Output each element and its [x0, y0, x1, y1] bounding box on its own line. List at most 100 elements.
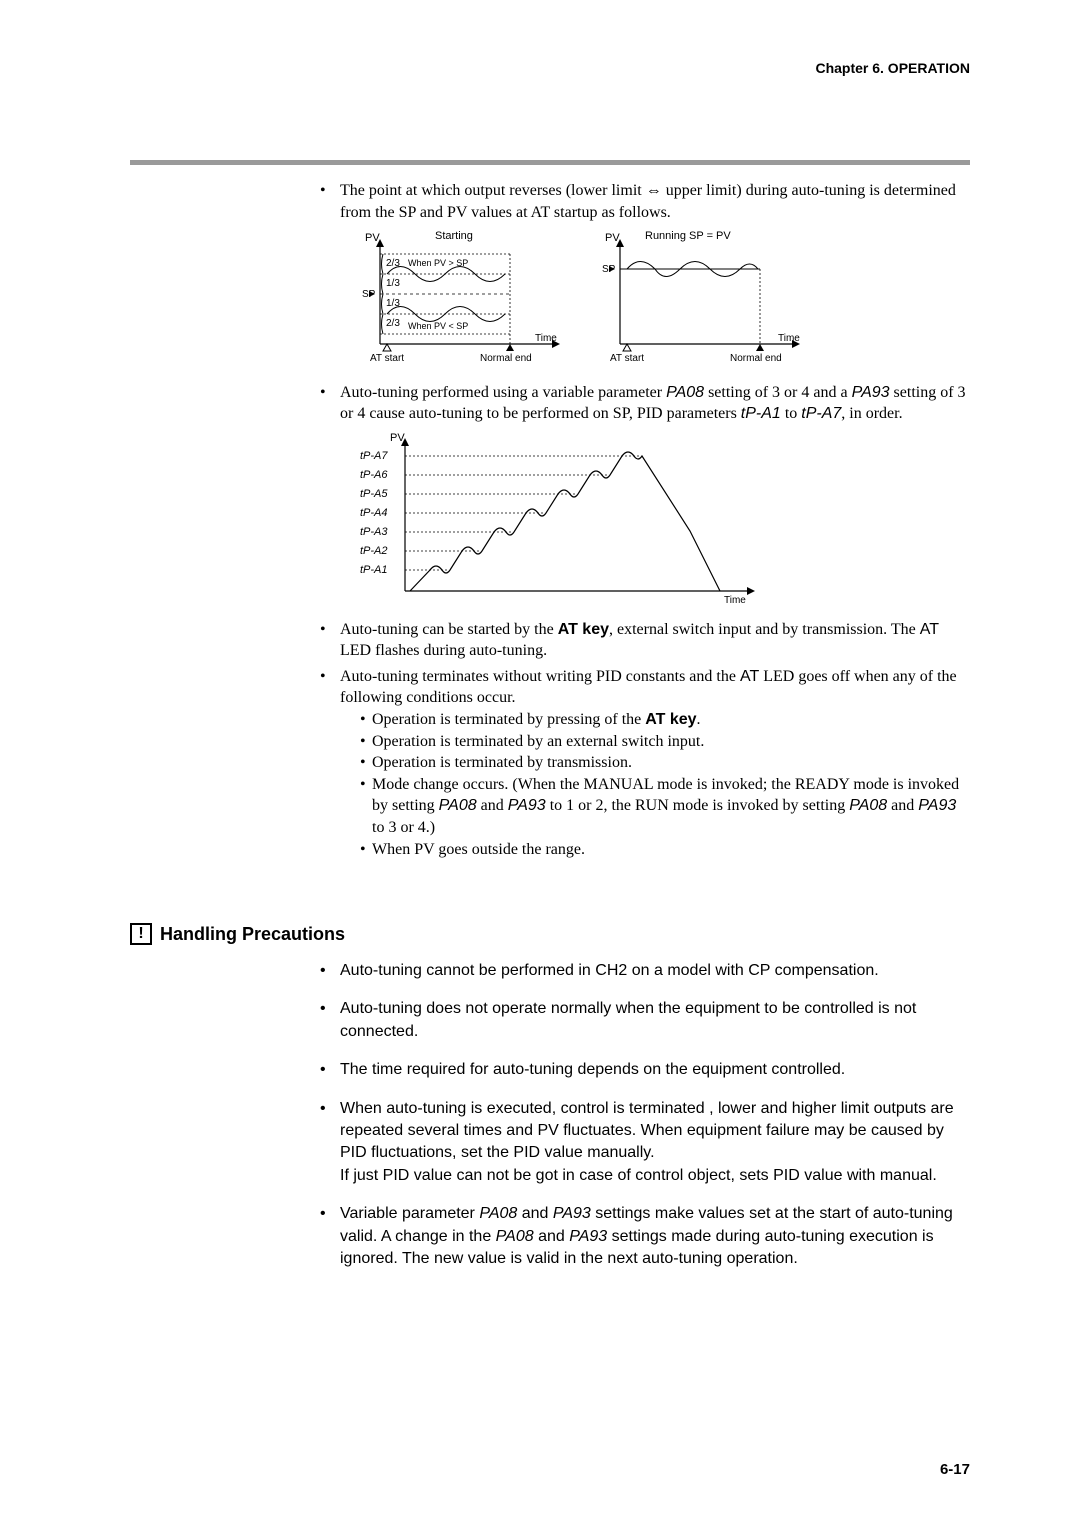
- s4d: and: [887, 797, 918, 814]
- sub-dot: •: [360, 774, 372, 839]
- b2a: Auto-tuning performed using a variable p…: [340, 384, 666, 401]
- bullet-1: • The point at which output reverses (lo…: [320, 180, 970, 223]
- s5: When PV goes outside the range.: [372, 839, 585, 861]
- p5a: Variable parameter: [340, 1205, 479, 1222]
- warning-icon: !: [130, 923, 152, 945]
- diagram-2: PV Time tP-A7 tP-A6 tP-A5 tP-A4 tP-A3 tP…: [360, 431, 970, 613]
- d2-l6: tP-A6: [360, 469, 388, 481]
- d1r-title: Running SP = PV: [645, 230, 731, 242]
- d2-l7: tP-A7: [360, 450, 388, 462]
- d1l-time: Time: [535, 333, 557, 344]
- b4b: AT: [740, 668, 759, 685]
- d1l-normend: Normal end: [480, 353, 532, 364]
- bullet-marker: •: [320, 180, 340, 223]
- sub-3: •Operation is terminated by transmission…: [360, 752, 970, 774]
- prec-3-text: The time required for auto-tuning depend…: [340, 1059, 970, 1081]
- s1b: AT key: [645, 711, 696, 728]
- b3a: Auto-tuning can be started by the: [340, 621, 558, 638]
- sub-dot: •: [360, 839, 372, 861]
- p4: When auto-tuning is executed, control is…: [340, 1100, 954, 1162]
- bullet-marker: •: [320, 1203, 340, 1270]
- d1l-title: Starting: [435, 230, 473, 242]
- sub-dot: •: [360, 731, 372, 753]
- sub-1: •Operation is terminated by pressing of …: [360, 709, 970, 731]
- sub-dot: •: [360, 709, 372, 731]
- d1l-whena: When PV > SP: [408, 258, 468, 268]
- page-number: 6-17: [940, 1461, 970, 1478]
- bullet-marker: •: [320, 1098, 340, 1188]
- p5p2: PA93: [553, 1205, 591, 1222]
- bullet-2-text: Auto-tuning performed using a variable p…: [340, 382, 970, 425]
- sub-4: •Mode change occurs. (When the MANUAL mo…: [360, 774, 970, 839]
- bullet-marker: •: [320, 998, 340, 1043]
- b2e: , in order.: [841, 405, 902, 422]
- prec-1-text: Auto-tuning cannot be performed in CH2 o…: [340, 960, 970, 982]
- d1l-atstart: AT start: [370, 353, 404, 364]
- d1r-atstart: AT start: [610, 353, 644, 364]
- d1l-13b: 1/3: [386, 298, 400, 309]
- b2p1: PA08: [666, 384, 704, 401]
- sub-1-text: Operation is terminated by pressing of t…: [372, 709, 701, 731]
- diagram-1: PV Starting 2/3 1/3 1/3 2/3: [360, 229, 970, 376]
- p1b: CP: [748, 962, 770, 979]
- s4c: to 1 or 2, the RUN mode is invoked by se…: [546, 797, 850, 814]
- prec-2: • Auto-tuning does not operate normally …: [320, 998, 970, 1043]
- diagram-2-svg: PV Time tP-A7 tP-A6 tP-A5 tP-A4 tP-A3 tP…: [360, 431, 780, 606]
- p5p1: PA08: [479, 1205, 517, 1222]
- sub-5: •When PV goes outside the range.: [360, 839, 970, 861]
- d1l-23a: 2/3: [386, 258, 400, 269]
- prec-4: • When auto-tuning is executed, control …: [320, 1098, 970, 1188]
- d2-l4: tP-A4: [360, 507, 388, 519]
- sub-2: •Operation is terminated by an external …: [360, 731, 970, 753]
- s1a: Operation is terminated by pressing of t…: [372, 711, 645, 728]
- p1a: Auto-tuning cannot be performed in CH2 o…: [340, 962, 748, 979]
- d1l-whenb: When PV < SP: [408, 321, 468, 331]
- prec-3: • The time required for auto-tuning depe…: [320, 1059, 970, 1081]
- bullet-marker: •: [320, 666, 340, 860]
- s1c: .: [697, 711, 701, 728]
- p5b: and: [517, 1205, 553, 1222]
- d1l-13a: 1/3: [386, 278, 400, 289]
- p5p4: PA93: [569, 1228, 607, 1245]
- horizontal-rule: [130, 160, 970, 165]
- p4b: If just PID value can not be got in case…: [340, 1167, 937, 1184]
- bullet-3: • Auto-tuning can be started by the AT k…: [320, 619, 970, 662]
- precautions-header: ! Handling Precautions: [130, 923, 345, 945]
- s3: Operation is terminated by transmission.: [372, 752, 632, 774]
- b2b: setting of 3 or 4 and a: [704, 384, 852, 401]
- sub-4-text: Mode change occurs. (When the MANUAL mod…: [372, 774, 970, 839]
- prec-4-text: When auto-tuning is executed, control is…: [340, 1098, 970, 1188]
- s4e: to 3 or 4.): [372, 819, 435, 836]
- b4a: Auto-tuning terminates without writing P…: [340, 668, 740, 685]
- bullet-marker: •: [320, 1059, 340, 1081]
- d2-l5: tP-A5: [360, 488, 388, 500]
- prec-1: • Auto-tuning cannot be performed in CH2…: [320, 960, 970, 982]
- bullet-marker: •: [320, 960, 340, 982]
- d1l-23b: 2/3: [386, 318, 400, 329]
- b3d: AT: [920, 621, 939, 638]
- bullet-marker: •: [320, 382, 340, 425]
- bullet-3-text: Auto-tuning can be started by the AT key…: [340, 619, 970, 662]
- s4p3: PA08: [849, 797, 887, 814]
- p1c: compensation.: [770, 962, 879, 979]
- s4p4: PA93: [918, 797, 956, 814]
- b3b: AT key: [558, 621, 609, 638]
- bullet-2: • Auto-tuning performed using a variable…: [320, 382, 970, 425]
- main-content: • The point at which output reverses (lo…: [320, 180, 970, 864]
- bullet-1-text: The point at which output reverses (lowe…: [340, 180, 970, 223]
- precautions-list: • Auto-tuning cannot be performed in CH2…: [320, 960, 970, 1286]
- d2-time: Time: [724, 595, 746, 606]
- bullet-marker: •: [320, 619, 340, 662]
- prec-5-text: Variable parameter PA08 and PA93 setting…: [340, 1203, 970, 1270]
- precautions-title: Handling Precautions: [160, 924, 345, 945]
- bullet-4-text: Auto-tuning terminates without writing P…: [340, 666, 970, 860]
- s4p1: PA08: [439, 797, 477, 814]
- d2-l1: tP-A1: [360, 564, 388, 576]
- p5p3: PA08: [496, 1228, 534, 1245]
- d1r-normend: Normal end: [730, 353, 782, 364]
- bullet-4: • Auto-tuning terminates without writing…: [320, 666, 970, 860]
- s2: Operation is terminated by an external s…: [372, 731, 704, 753]
- s4p2: PA93: [508, 797, 546, 814]
- b3c: , external switch input and by transmiss…: [609, 621, 920, 638]
- d1r-time: Time: [778, 333, 800, 344]
